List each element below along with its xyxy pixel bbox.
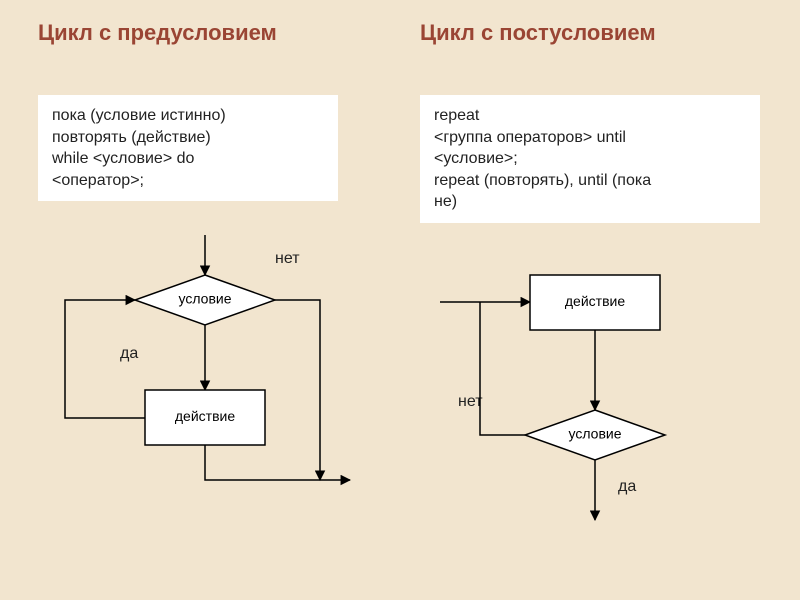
svg-text:действие: действие [565,293,625,309]
postcondition-flowchart: действие условие [440,275,665,520]
flowchart-svg: условие действие действие условие [0,0,800,600]
precondition-flowchart: условие действие [65,235,350,480]
svg-text:условие: условие [569,426,622,442]
svg-text:действие: действие [175,408,235,424]
svg-text:условие: условие [179,291,232,307]
